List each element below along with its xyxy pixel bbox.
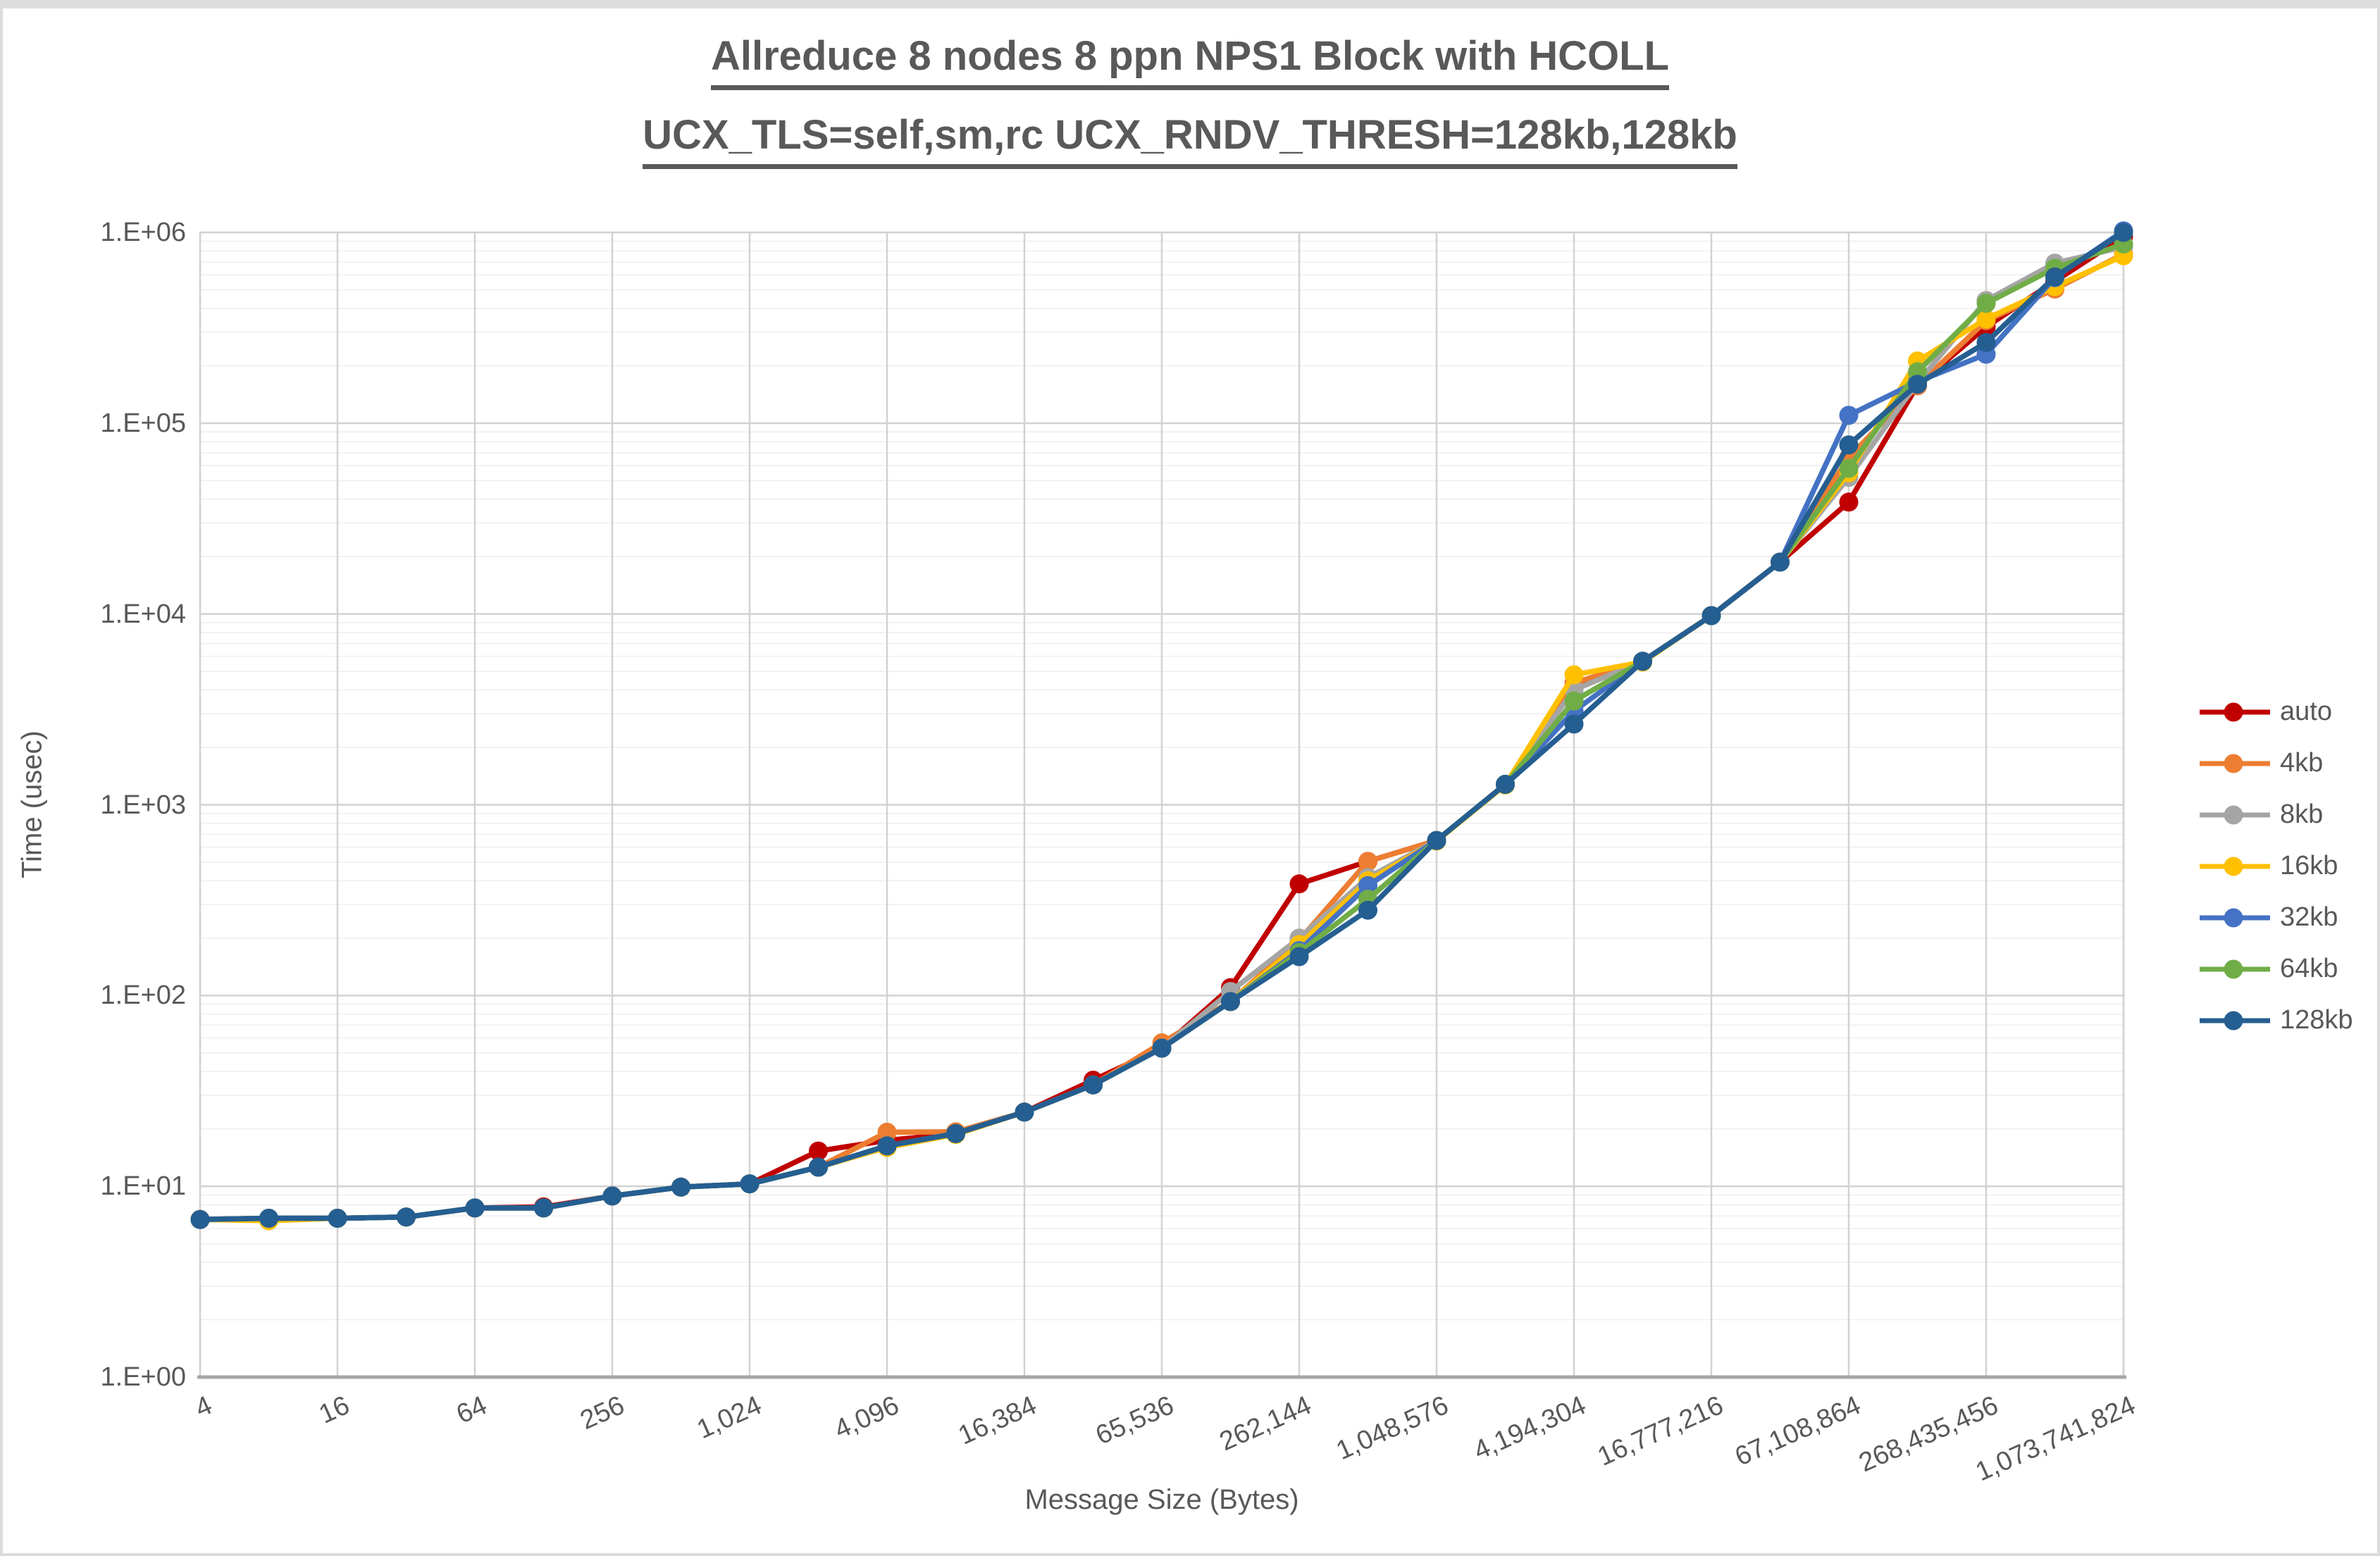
series-marker-128kb [1564,714,1584,734]
legend: auto 4kb 8kb 16kb 32kb 64kb 128kb [2200,686,2353,1046]
legend-item-label: 8kb [2280,799,2324,829]
series-marker-128kb [671,1177,690,1197]
legend-item-auto: auto [2200,686,2353,737]
legend-item-label: 128kb [2280,1005,2353,1035]
legend-item-32kb: 32kb [2200,892,2353,943]
series-marker-128kb [1358,900,1377,920]
series-marker-16kb [1976,309,1996,329]
series-marker-auto [1289,874,1309,894]
series-marker-128kb [1289,947,1309,966]
series-marker-128kb [190,1209,210,1229]
series-marker-128kb [1221,992,1240,1012]
chart-title-line-1: Allreduce 8 nodes 8 ppn NPS1 Block with … [711,32,1669,90]
legend-item-label: 32kb [2280,902,2338,932]
series-marker-auto [809,1141,828,1161]
y-tick-label: 1.E+01 [100,1171,187,1202]
plot-area [190,221,2133,1379]
series-marker-32kb [1839,406,1859,425]
legend-item-label: auto [2280,697,2332,726]
legend-marker-icon [2200,959,2270,978]
series-marker-128kb [1152,1038,1172,1058]
chart-title-line-2: UCX_TLS=self,sm,rc UCX_RNDV_THRESH=128kb… [643,111,1737,169]
series-marker-64kb [1839,459,1859,478]
y-tick-label: 1.E+02 [100,981,187,1011]
series-marker-128kb [259,1209,278,1228]
legend-marker-icon [2200,754,2270,773]
series-marker-128kb [1084,1075,1103,1095]
series-marker-16kb [1564,665,1584,685]
series-marker-64kb [1976,294,1996,313]
series-marker-128kb [1771,552,1790,572]
series-marker-128kb [328,1209,347,1228]
series-marker-128kb [465,1198,485,1218]
title-gap [3,90,2377,111]
series-marker-128kb [2045,267,2064,287]
series-marker-128kb [397,1207,416,1227]
series-marker-128kb [809,1157,828,1177]
chart-title: Allreduce 8 nodes 8 ppn NPS1 Block with … [3,32,2377,169]
series-marker-128kb [602,1186,622,1206]
series-marker-128kb [877,1136,897,1156]
legend-item-label: 16kb [2280,851,2338,880]
legend-item-8kb: 8kb [2200,789,2353,840]
legend-marker-icon [2200,702,2270,721]
series-marker-128kb [1839,435,1859,455]
series-marker-128kb [946,1124,965,1143]
series-marker-128kb [534,1198,553,1218]
series-marker-4kb [877,1122,897,1142]
y-tick-label: 1.E+00 [100,1362,187,1392]
y-tick-label: 1.E+04 [100,599,187,629]
legend-marker-icon [2200,857,2270,876]
legend-item-16kb: 16kb [2200,840,2353,892]
legend-item-label: 4kb [2280,748,2324,778]
series-marker-128kb [1427,830,1446,850]
y-tick-label: 1.E+03 [100,790,187,820]
legend-item-4kb: 4kb [2200,737,2353,789]
legend-marker-icon [2200,805,2270,824]
legend-item-label: 64kb [2280,954,2338,983]
series-marker-128kb [740,1174,760,1194]
x-axis-title: Message Size (Bytes) [1024,1484,1299,1515]
series-marker-128kb [1702,606,1721,625]
series-marker-auto [1839,492,1859,512]
series-marker-64kb [1564,691,1584,711]
series-marker-32kb [1358,876,1377,895]
series-marker-128kb [1633,652,1652,671]
legend-marker-icon [2200,908,2270,927]
series-marker-128kb [1015,1102,1034,1122]
y-tick-label: 1.E+06 [100,218,187,247]
series-marker-128kb [1976,332,1996,352]
series-marker-4kb [1358,852,1377,871]
legend-item-64kb: 64kb [2200,943,2353,995]
series-marker-128kb [1908,375,1927,394]
legend-marker-icon [2200,1011,2270,1030]
y-tick-label: 1.E+05 [100,408,187,438]
series-marker-128kb [2114,223,2133,242]
series-marker-128kb [1496,775,1515,794]
legend-item-128kb: 128kb [2200,995,2353,1046]
